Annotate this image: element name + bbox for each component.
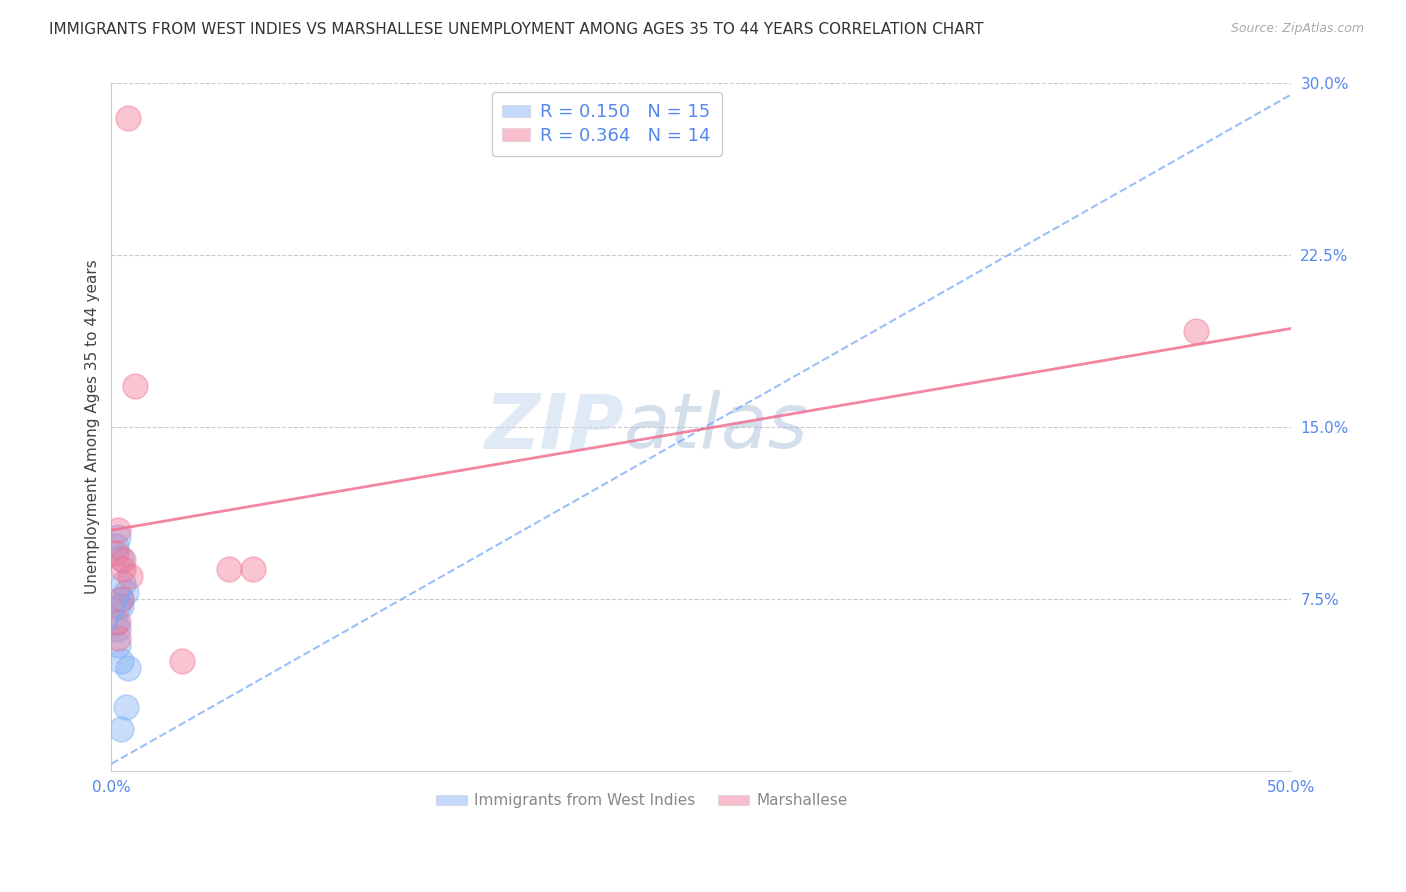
Text: atlas: atlas [624,390,808,464]
Point [110,550,132,565]
Point [112,553,135,567]
Point [110,599,132,613]
Point [107,599,129,613]
Point [107,530,129,544]
Point [114,699,136,714]
Point [112,562,135,576]
Point [218,562,240,576]
Point [172,654,194,668]
Point [120,569,142,583]
Point [107,523,129,537]
Text: IMMIGRANTS FROM WEST INDIES VS MARSHALLESE UNEMPLOYMENT AMONG AGES 35 TO 44 YEAR: IMMIGRANTS FROM WEST INDIES VS MARSHALLE… [49,22,984,37]
Point [110,723,132,737]
Y-axis label: Unemployment Among Ages 35 to 44 years: Unemployment Among Ages 35 to 44 years [86,260,100,594]
Point [110,591,132,606]
Text: Source: ZipAtlas.com: Source: ZipAtlas.com [1230,22,1364,36]
Point [112,575,135,590]
Point [107,638,129,652]
Point [105,615,128,629]
Point [117,111,139,125]
Point [105,546,128,560]
Point [110,654,132,668]
Point [110,591,132,606]
Point [107,622,129,636]
Legend: Immigrants from West Indies, Marshallese: Immigrants from West Indies, Marshallese [430,788,853,814]
Point [1185,324,1208,338]
Point [107,615,129,629]
Point [114,585,136,599]
Point [124,379,146,393]
Text: ZIP: ZIP [485,390,624,464]
Point [242,562,264,576]
Point [117,660,139,674]
Point [107,631,129,645]
Point [105,539,128,553]
